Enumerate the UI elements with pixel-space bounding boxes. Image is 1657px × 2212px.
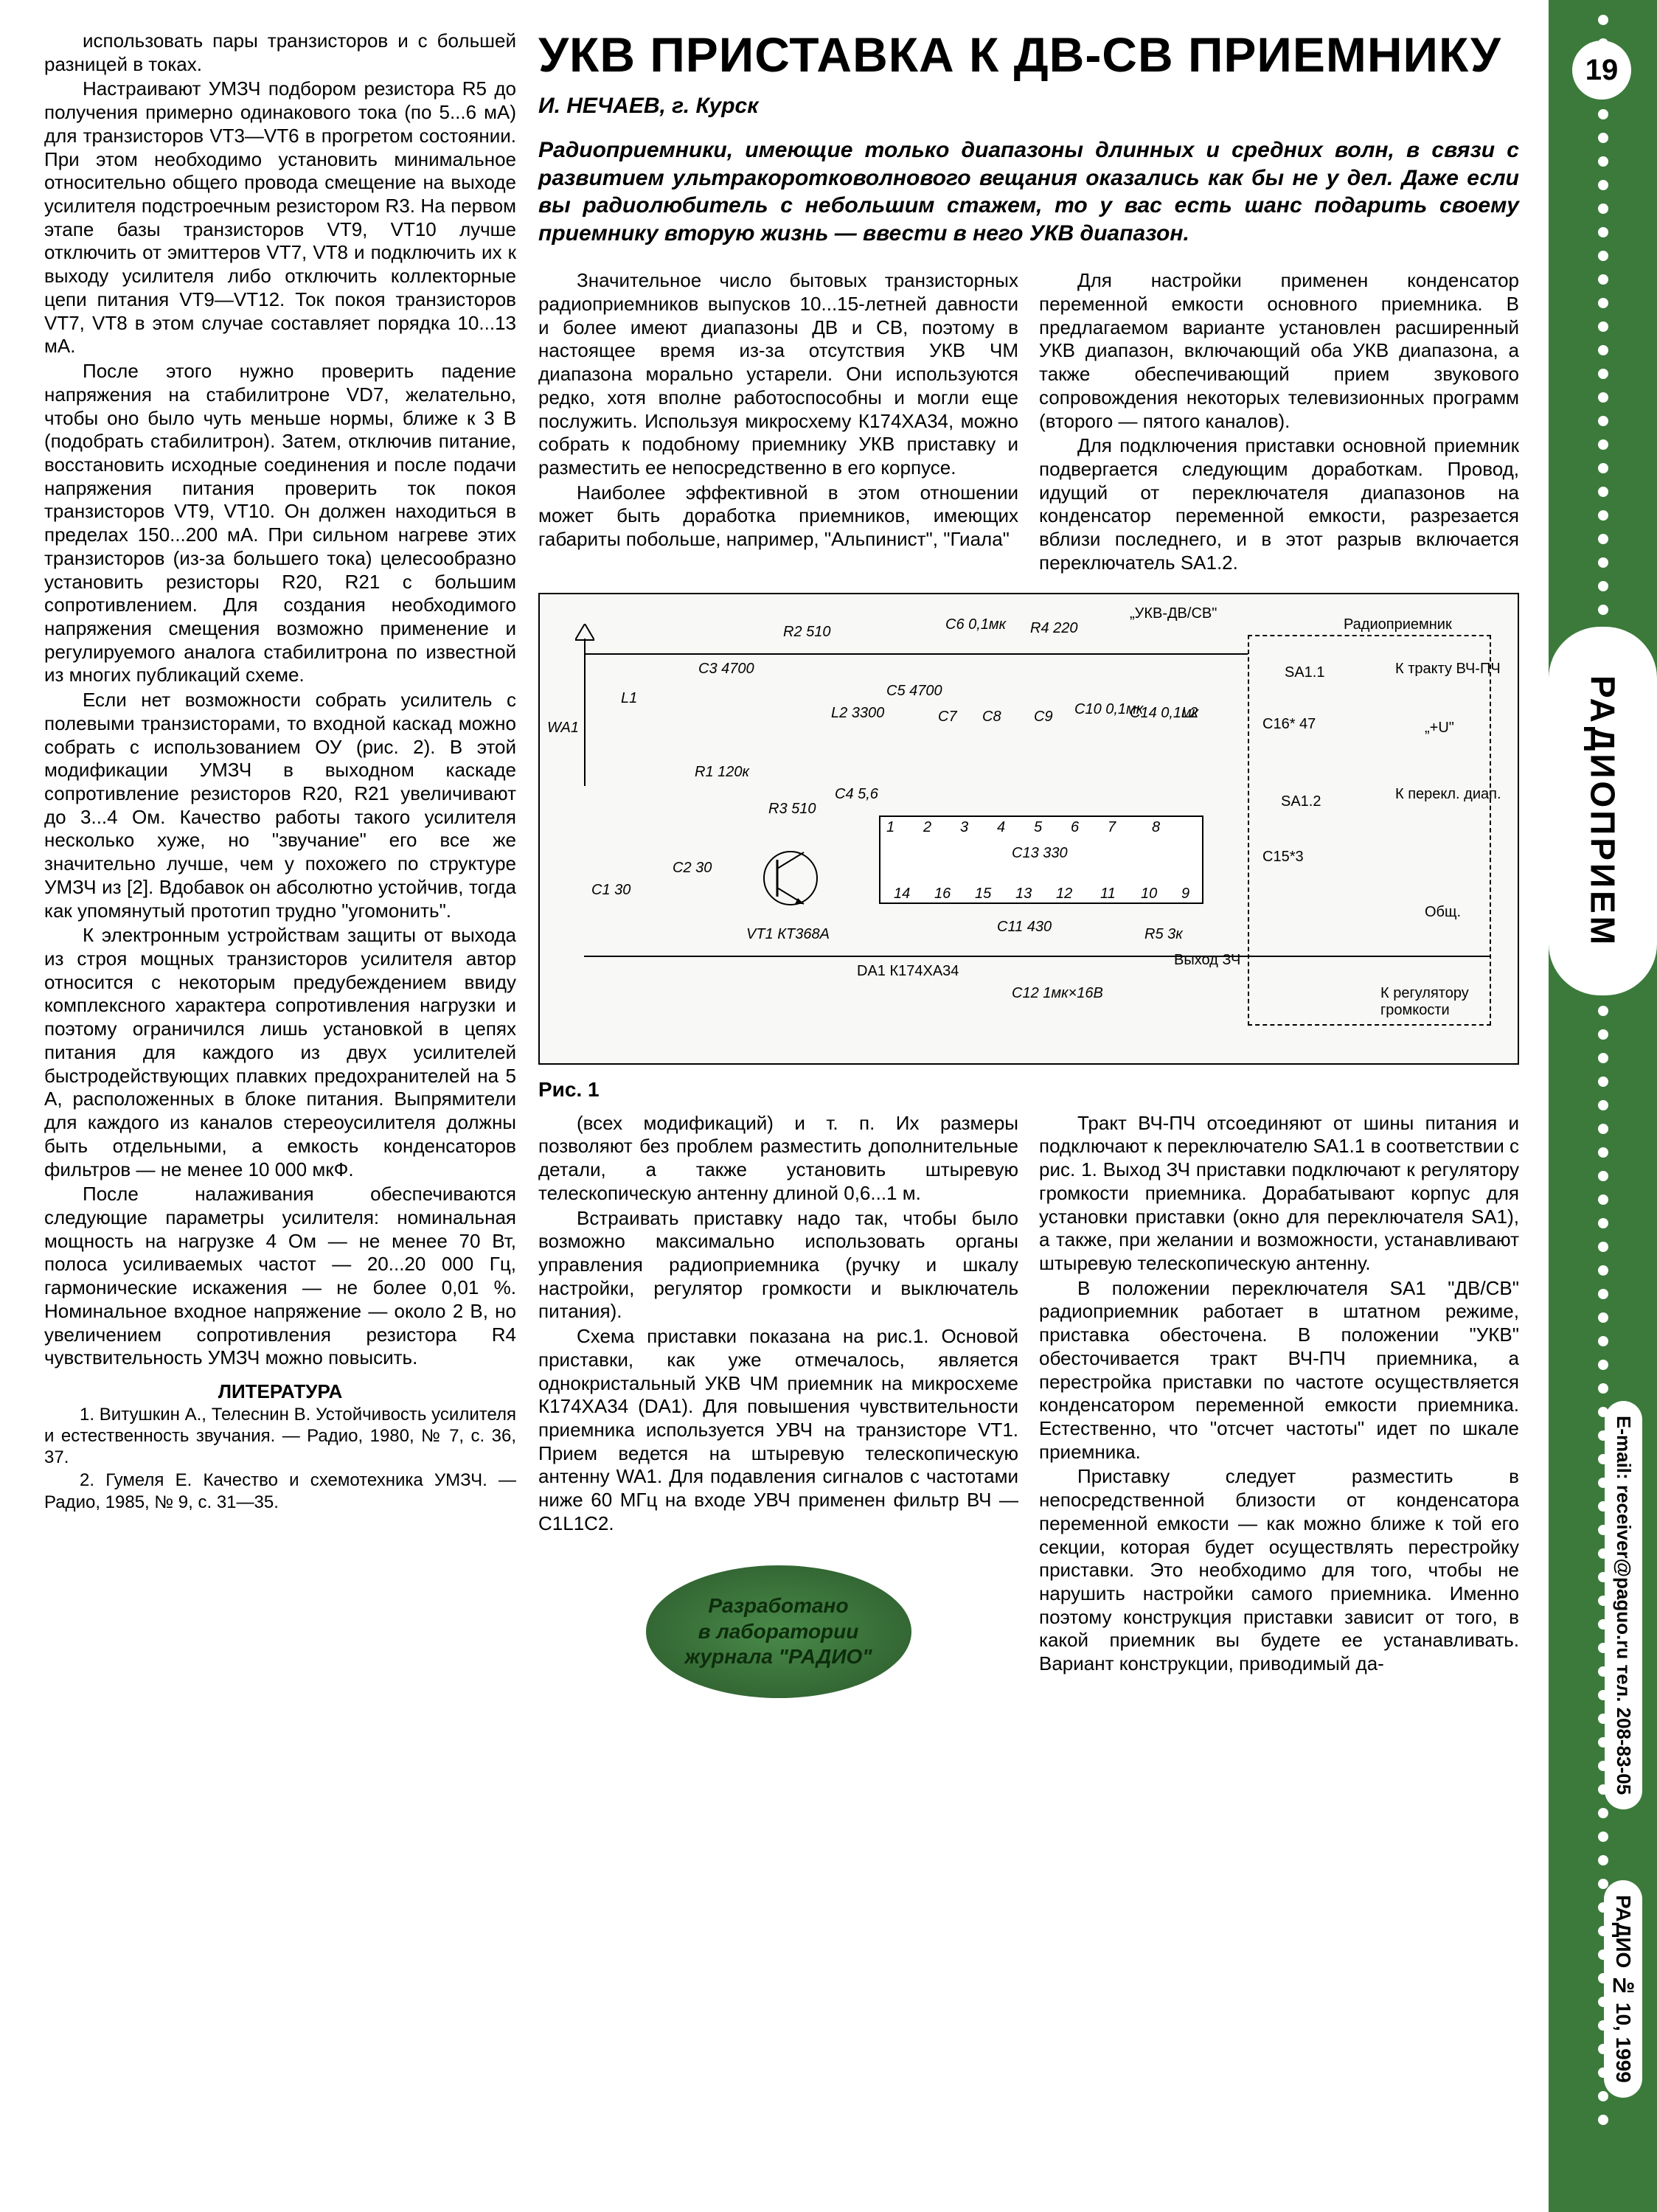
sch-label-l2i: L2 3300 [831,705,884,722]
sch-label-c6: C6 0,1мк [945,616,1006,633]
schematic-fig1: WA1 L1 C1 30 C2 30 C3 4700 R1 120к R2 51… [538,593,1519,1065]
lab-badge: Разработано в лаборатории журнала "РАДИО… [646,1565,911,1698]
columns-wrap: использовать пары транзисторов и с больш… [44,29,1519,1698]
sch-label-l1: L1 [621,690,637,707]
body-col-right: Для настройки применен конденсатор перем… [1039,269,1519,576]
gnd-line [584,956,1491,957]
issue-pill: РАДИО № 10, 1999 [1604,1880,1642,2098]
sch-label-c8: C8 [982,709,1001,726]
sch-label-c11: C11 430 [997,919,1052,936]
lit-item: 1. Витушкин А., Телеснин В. Устойчивость… [44,1404,516,1469]
para: (всех модификаций) и т. п. Их размеры по… [538,1112,1018,1206]
para: Тракт ВЧ-ПЧ отсоединяют от шины питания … [1039,1112,1519,1276]
sch-label-receiver: Радиоприемник [1344,616,1452,633]
sch-label-tract: К тракту ВЧ-ПЧ [1395,661,1501,678]
para: Настраивают УМЗЧ подбором резистора R5 д… [44,77,516,358]
para: Для настройки применен конденсатор перем… [1039,269,1519,433]
para: Схема приставки показана на рис.1. Основ… [538,1325,1018,1535]
para: Наиболее эффективной в этом отношении мо… [538,481,1018,552]
dot-strip [1598,15,1608,2197]
body-col-left: Значительное число бытовых транзисторных… [538,269,1018,576]
para: После этого нужно проверить падение напр… [44,360,516,687]
body-col-right: Тракт ВЧ-ПЧ отсоединяют от шины питания … [1039,1112,1519,1698]
antenna-icon [575,624,594,643]
figure-label: Рис. 1 [538,1078,1519,1102]
sch-label-outzc: Выход ЗЧ [1174,952,1240,969]
vcc-line [584,653,1248,655]
section-label-text: РАДИОПРИЕМ [1583,675,1623,947]
sch-label-r1: R1 120к [695,764,749,781]
badge-line: журнала "РАДИО" [684,1644,872,1669]
sch-label-wa1: WA1 [547,720,579,737]
sch-label-c7: C7 [938,709,957,726]
sch-label-c13: C13 330 [1012,845,1068,862]
sch-label-sa11: SA1.1 [1285,664,1324,681]
literature-heading: ЛИТЕРАТУРА [44,1380,516,1404]
sch-label-r3: R3 510 [768,801,816,818]
para: После налаживания обеспечиваются следующ… [44,1183,516,1370]
sch-label-c12: С12 1мк×16В [1012,985,1103,1002]
sch-label-band: „УКВ-ДВ/СВ" [1130,605,1217,622]
sch-label-sa12: SA1.2 [1281,793,1321,810]
sch-label-c2: C2 30 [673,860,712,877]
sch-label-c1: C1 30 [591,882,631,899]
receiver-block [1248,635,1491,1026]
sch-label-common: Общ. [1425,904,1461,921]
para: Встраивать приставку надо так, чтобы был… [538,1207,1018,1324]
sch-label-c4: С4 5,6 [835,786,878,803]
top-body-cols: Значительное число бытовых транзисторных… [538,269,1519,576]
article-lead: Радиоприемники, имеющие только диапазоны… [538,136,1519,247]
sch-label-c16: C16* 47 [1262,716,1316,733]
sch-label-c9: C9 [1034,709,1053,726]
para: Приставку следует разместить в непосредс… [1039,1465,1519,1675]
badge-line: в лаборатории [698,1619,859,1644]
sch-label-c5: C5 4700 [886,683,942,700]
article-author: И. НЕЧАЕВ, г. Курск [538,94,1519,119]
sch-label-c15: С15*3 [1262,849,1304,866]
para: В положении переключателя SA1 "ДВ/СВ" ра… [1039,1277,1519,1464]
sch-label-switch: К перекл. диап. [1395,786,1501,803]
left-column: использовать пары транзисторов и с больш… [44,29,516,1698]
para: Для подключения приставки основной прием… [1039,434,1519,574]
antenna-line [584,639,586,786]
right-sidebar-band: 19 РАДИОПРИЕМ E-mail: receiver@paguo.ru … [1549,0,1657,2212]
bottom-body-cols: (всех модификаций) и т. п. Их размеры по… [538,1112,1519,1698]
para: Значительное число бытовых транзисторных… [538,269,1018,479]
lit-item: 2. Гумеля Е. Качество и схемотехника УМЗ… [44,1470,516,1513]
sch-label-r4: R4 220 [1030,620,1078,637]
sch-label-r5: R5 3к [1144,926,1183,943]
para: К электронным устройствам защиты от выхо… [44,924,516,1181]
sch-label-reg: К регулятору громкости [1380,985,1518,1019]
para: Если нет возможности собрать усилитель с… [44,689,516,922]
right-block: УКВ ПРИСТАВКА К ДВ-СВ ПРИЕМНИКУ И. НЕЧАЕ… [538,29,1519,1698]
sch-label-l2: L2 [1181,705,1198,722]
sch-label-plusU: „+U" [1425,720,1454,737]
section-label-pill: РАДИОПРИЕМ [1549,627,1657,995]
sch-label-vt1: VT1 КТ368А [746,926,830,943]
magazine-page: использовать пары транзисторов и с больш… [0,0,1549,2212]
contact-pill: E-mail: receiver@paguo.ru тел. 208-83-05 [1605,1401,1642,1809]
article-title: УКВ ПРИСТАВКА К ДВ-СВ ПРИЕМНИКУ [538,29,1519,80]
body-col-left: (всех модификаций) и т. п. Их размеры по… [538,1112,1018,1698]
para: использовать пары транзисторов и с больш… [44,29,516,76]
badge-line: Разработано [708,1593,848,1618]
sch-label-c3: C3 4700 [698,661,754,678]
sch-label-r2: R2 510 [783,624,831,641]
transistor-icon [761,838,820,919]
sch-label-da1: DA1 К174ХА34 [857,963,959,980]
page-number: 19 [1572,41,1631,100]
